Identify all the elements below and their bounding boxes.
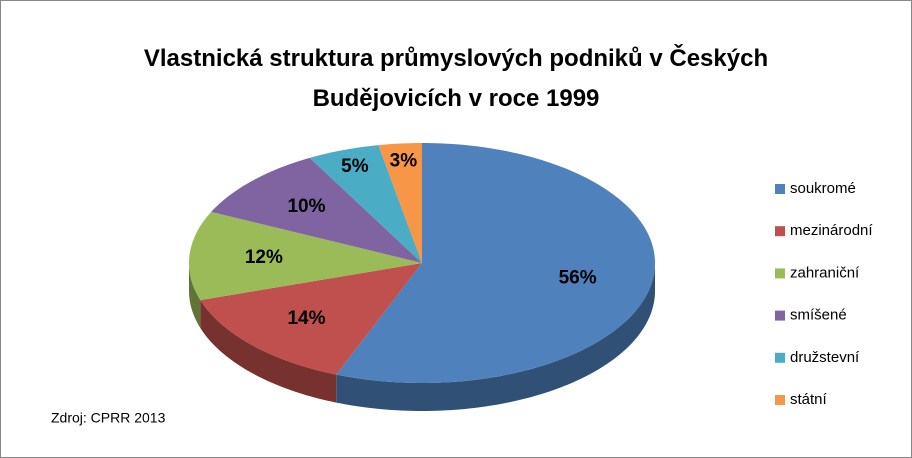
data-label: 56% — [559, 267, 597, 288]
data-label: 10% — [287, 196, 325, 217]
legend-swatch — [775, 226, 785, 237]
legend-swatch — [775, 395, 785, 405]
slice — [200, 263, 422, 375]
chart-title: Vlastnická struktura průmyslových podnik… — [143, 45, 769, 112]
legend-label: soukromé — [790, 180, 856, 197]
slice-side — [336, 263, 655, 411]
legend-label: smíšené — [790, 307, 847, 324]
legend-label: zahraniční — [790, 264, 860, 281]
slice — [309, 145, 422, 263]
legend-swatch — [775, 352, 785, 363]
slice — [378, 143, 422, 263]
legend-swatch — [775, 184, 785, 194]
slice-side — [189, 263, 201, 329]
legend-swatch — [775, 268, 785, 279]
legend-label: mezinárodní — [790, 222, 873, 239]
slice — [189, 211, 422, 301]
legend-swatch — [775, 310, 785, 321]
data-label: 12% — [245, 247, 283, 268]
data-label: 14% — [287, 308, 325, 329]
data-label: 3% — [390, 150, 418, 171]
slice — [211, 157, 422, 263]
data-label: 5% — [341, 156, 369, 177]
source-note: Zdroj: CPRR 2013 — [51, 410, 166, 426]
legend-label: družstevní — [790, 349, 860, 366]
slice-side — [200, 300, 337, 403]
slice — [336, 143, 655, 383]
legend-label: státní — [790, 391, 828, 408]
